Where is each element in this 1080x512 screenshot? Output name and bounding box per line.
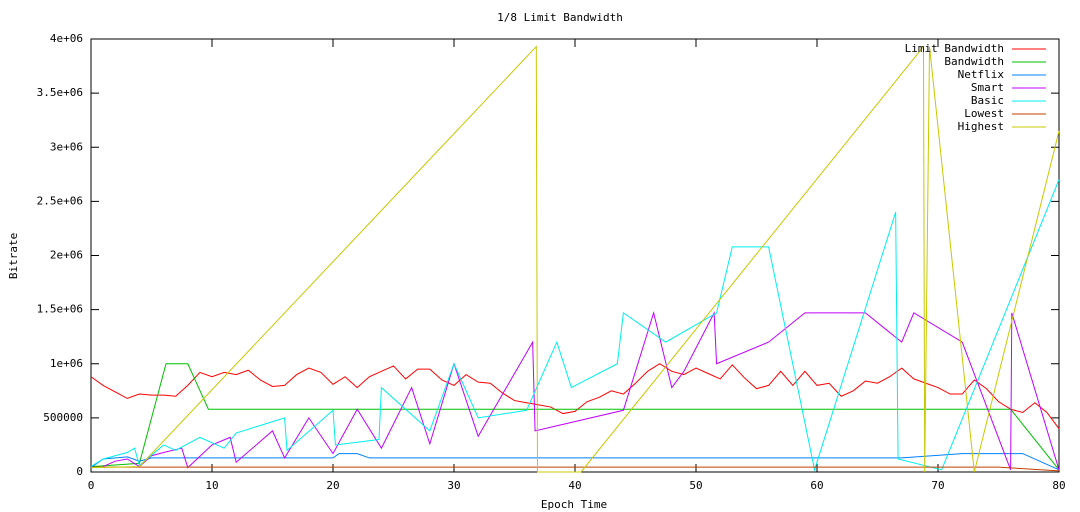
x-tick-label: 70 bbox=[931, 479, 944, 492]
y-tick-label: 1e+06 bbox=[50, 357, 83, 370]
y-tick-label: 3.5e+06 bbox=[37, 86, 83, 99]
series-line bbox=[90, 363, 1060, 471]
series-line bbox=[90, 363, 1060, 429]
series-line bbox=[90, 45, 1060, 473]
y-tick-label: 2e+06 bbox=[50, 249, 83, 262]
x-tick-label: 60 bbox=[810, 479, 823, 492]
x-tick-label: 20 bbox=[326, 479, 339, 492]
y-tick-label: 4e+06 bbox=[50, 32, 83, 45]
legend-label: Smart bbox=[971, 81, 1004, 94]
chart-title: 1/8 Limit Bandwidth bbox=[497, 11, 623, 24]
y-tick-label: 1.5e+06 bbox=[37, 303, 83, 316]
y-tick-label: 2.5e+06 bbox=[37, 194, 83, 207]
legend-label: Lowest bbox=[964, 107, 1004, 120]
series-line bbox=[91, 466, 1060, 472]
x-tick-label: 40 bbox=[568, 479, 581, 492]
series-line bbox=[90, 453, 1060, 471]
series-line bbox=[102, 310, 1060, 471]
x-tick-label: 0 bbox=[88, 479, 95, 492]
x-tick-label: 10 bbox=[205, 479, 218, 492]
x-tick-label: 30 bbox=[447, 479, 460, 492]
legend-label: Netflix bbox=[958, 68, 1005, 81]
plot-border bbox=[90, 38, 1060, 473]
series-line bbox=[90, 179, 1060, 472]
legend-label: Highest bbox=[958, 120, 1004, 133]
y-axis-label: Bitrate bbox=[7, 233, 20, 279]
y-tick-label: 3e+06 bbox=[50, 140, 83, 153]
x-axis-label: Epoch Time bbox=[541, 498, 607, 511]
y-tick-label: 0 bbox=[76, 465, 83, 478]
legend-label: Bandwidth bbox=[944, 55, 1004, 68]
legend-label: Basic bbox=[971, 94, 1004, 107]
legend-label: Limit Bandwidth bbox=[905, 42, 1004, 55]
y-tick-label: 500000 bbox=[43, 411, 83, 424]
x-tick-label: 80 bbox=[1052, 479, 1065, 492]
x-tick-label: 50 bbox=[689, 479, 702, 492]
